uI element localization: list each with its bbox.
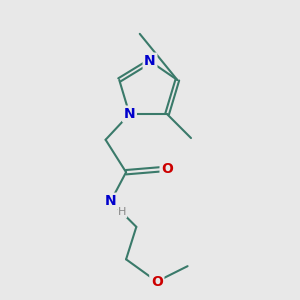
Text: N: N [144,54,156,68]
Text: N: N [124,107,135,121]
Text: O: O [161,162,173,176]
Text: N: N [105,194,116,208]
Text: H: H [118,207,127,218]
Text: O: O [151,274,163,289]
